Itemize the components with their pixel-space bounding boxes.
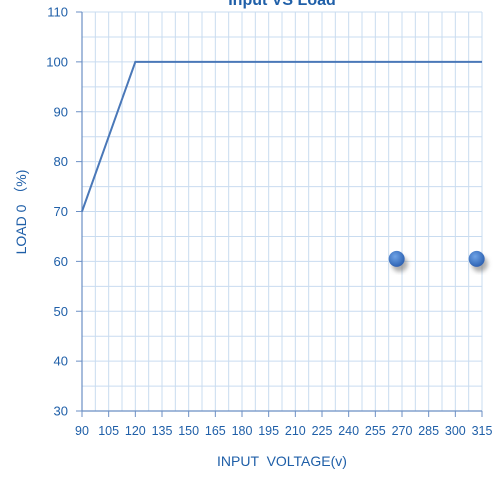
y-tick-label: 90	[54, 104, 68, 119]
y-tick-label: 80	[54, 154, 68, 169]
y-tick-label: 100	[46, 54, 68, 69]
x-axis-title: INPUT VOLTAGE(v)	[217, 453, 347, 469]
x-tick-label: 105	[98, 424, 119, 438]
chart-title: Input VS Load	[228, 0, 336, 9]
scatter-point	[388, 250, 405, 267]
y-tick-label: 30	[54, 404, 68, 419]
x-tick-label: 300	[445, 424, 466, 438]
x-tick-label: 225	[312, 424, 333, 438]
scatter-point	[468, 250, 485, 267]
x-tick-label: 150	[178, 424, 199, 438]
x-tick-label: 270	[392, 424, 413, 438]
x-tick-label: 315	[472, 424, 493, 438]
y-tick-label: 50	[54, 304, 68, 319]
x-tick-label: 195	[258, 424, 279, 438]
x-tick-label: 255	[365, 424, 386, 438]
axes: 30 40 50 60 70 80 90 100 110 90 105 120 135 150 165 180…	[46, 5, 492, 439]
x-tick-label: 240	[338, 424, 359, 438]
x-tick-label: 135	[152, 424, 173, 438]
load-line	[81, 60, 482, 212]
labels: Input VS Load INPUT VOLTAGE(v) LOAD 0 （%…	[13, 0, 347, 469]
y-tick-label: 70	[54, 204, 68, 219]
y-axis-title: LOAD 0 （%)	[13, 170, 29, 255]
x-tick-label: 120	[125, 424, 146, 438]
y-tick-label: 40	[54, 354, 68, 369]
grid-lines	[81, 11, 483, 412]
y-tick-label: 110	[47, 5, 68, 20]
x-tick-label: 180	[232, 424, 253, 438]
x-tick-label: 90	[75, 424, 89, 438]
x-tick-label: 165	[205, 424, 226, 438]
y-tick-label: 60	[54, 254, 68, 269]
x-tick-label: 210	[285, 424, 306, 438]
x-tick-label: 285	[418, 424, 439, 438]
data-series	[81, 60, 485, 267]
